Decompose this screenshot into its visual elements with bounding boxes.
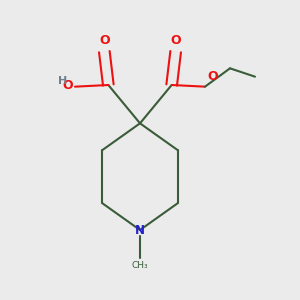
Text: O: O: [63, 80, 73, 92]
Text: CH₃: CH₃: [132, 261, 148, 270]
Text: N: N: [135, 224, 145, 236]
Text: O: O: [99, 34, 110, 47]
Text: O: O: [208, 70, 218, 83]
Text: H: H: [58, 76, 67, 86]
Text: O: O: [170, 34, 181, 47]
